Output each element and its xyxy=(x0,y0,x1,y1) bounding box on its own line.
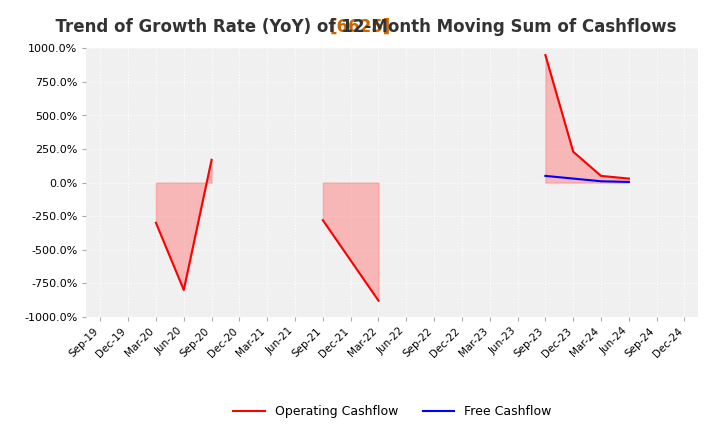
Free Cashflow xyxy=(569,176,577,181)
Free Cashflow xyxy=(597,179,606,184)
Legend: Operating Cashflow, Free Cashflow: Operating Cashflow, Free Cashflow xyxy=(228,400,557,423)
Operating Cashflow xyxy=(207,157,216,162)
Free Cashflow xyxy=(541,173,550,179)
Operating Cashflow xyxy=(152,220,161,225)
Operating Cashflow xyxy=(179,287,188,293)
Free Cashflow xyxy=(624,179,633,184)
Line: Operating Cashflow: Operating Cashflow xyxy=(156,160,212,290)
Text: Trend of Growth Rate (YoY) of 12-Month Moving Sum of Cashflows: Trend of Growth Rate (YoY) of 12-Month M… xyxy=(44,18,676,36)
Text: [6625]: [6625] xyxy=(329,18,391,36)
Line: Free Cashflow: Free Cashflow xyxy=(546,176,629,182)
